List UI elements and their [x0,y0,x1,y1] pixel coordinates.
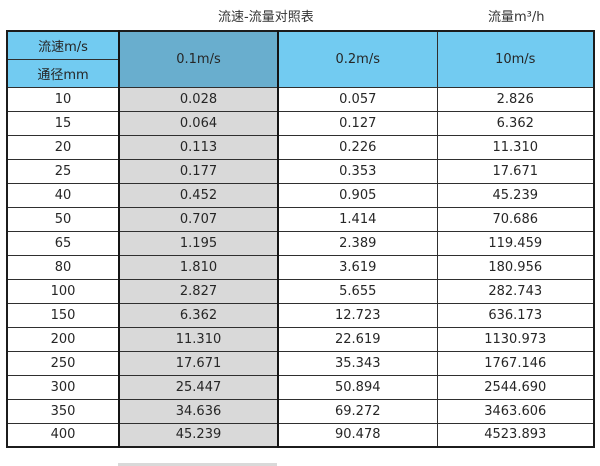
flow-value-cell: 11.310 [118,326,279,352]
table-row: 100 2.827 5.655 282.743 [6,278,595,304]
diameter-cell: 65 [6,230,120,256]
flow-value-cell: 2544.690 [436,374,595,400]
table-row: 20 0.113 0.226 11.310 [6,134,595,160]
flow-value-cell: 0.226 [277,134,438,160]
diameter-cell: 100 [6,278,120,304]
diameter-cell: 40 [6,182,120,208]
diameter-cell: 150 [6,302,120,328]
highlight-column-overhang [118,463,277,466]
flow-rate-table: 流速m/s 0.1m/s 0.2m/s 10m/s 通径mm 10 0.028 0.… [6,30,595,448]
flow-value-cell: 1.414 [277,206,438,232]
flow-unit-label: 流量m³/h [488,10,545,25]
table-row: 40 0.452 0.905 45.239 [6,182,595,208]
table-row: 400 45.239 90.478 4523.893 [6,422,595,448]
table-body: 10 0.028 0.057 2.826 15 0.064 0.127 6.362 20 0.11… [6,86,595,448]
flow-value-cell: 0.177 [118,158,279,184]
table-row: 15 0.064 0.127 6.362 [6,110,595,136]
flow-value-cell: 6.362 [436,110,595,136]
flow-value-cell: 4523.893 [436,422,595,448]
flow-value-cell: 5.655 [277,278,438,304]
table-row: 65 1.195 2.389 119.459 [6,230,595,256]
flow-value-cell: 35.343 [277,350,438,376]
flow-value-cell: 70.686 [436,206,595,232]
table-row: 80 1.810 3.619 180.956 [6,254,595,280]
flow-value-cell: 1767.146 [436,350,595,376]
flow-value-cell: 0.452 [118,182,279,208]
diameter-cell: 200 [6,326,120,352]
flow-value-cell: 636.173 [436,302,595,328]
flow-value-cell: 3463.606 [436,398,595,424]
table-row: 250 17.671 35.343 1767.146 [6,350,595,376]
table-row: 150 6.362 12.723 636.173 [6,302,595,328]
flow-value-cell: 17.671 [436,158,595,184]
diameter-cell: 350 [6,398,120,424]
table-row: 350 34.636 69.272 3463.606 [6,398,595,424]
header-row-velocity: 流速m/s 0.1m/s 0.2m/s 10m/s [6,30,595,88]
flow-value-cell: 2.389 [277,230,438,256]
corner-velocity-label: 流速m/s [6,30,120,60]
flow-value-cell: 0.707 [118,206,279,232]
flow-value-cell: 22.619 [277,326,438,352]
table-row: 10 0.028 0.057 2.826 [6,86,595,112]
flow-value-cell: 1.810 [118,254,279,280]
column-header-0-2ms: 0.2m/s [277,30,438,88]
flow-value-cell: 282.743 [436,278,595,304]
flow-value-cell: 90.478 [277,422,438,448]
flow-value-cell: 45.239 [436,182,595,208]
flow-value-cell: 0.113 [118,134,279,160]
table-row: 200 11.310 22.619 1130.973 [6,326,595,352]
flow-value-cell: 34.636 [118,398,279,424]
flow-value-cell: 180.956 [436,254,595,280]
table-row: 50 0.707 1.414 70.686 [6,206,595,232]
table-title: 流速-流量对照表 [218,10,314,25]
flow-value-cell: 0.057 [277,86,438,112]
column-header-0-1ms: 0.1m/s [118,30,279,88]
table-row: 25 0.177 0.353 17.671 [6,158,595,184]
column-header-10ms: 10m/s [436,30,595,88]
flow-value-cell: 2.826 [436,86,595,112]
flow-value-cell: 119.459 [436,230,595,256]
diameter-cell: 20 [6,134,120,160]
flow-value-cell: 45.239 [118,422,279,448]
diameter-cell: 300 [6,374,120,400]
flow-value-cell: 0.127 [277,110,438,136]
diameter-cell: 80 [6,254,120,280]
diameter-cell: 10 [6,86,120,112]
header-row-diameter: 通径mm [6,58,594,88]
flow-value-cell: 25.447 [118,374,279,400]
flow-value-cell: 11.310 [436,134,595,160]
table-row: 300 25.447 50.894 2544.690 [6,374,595,400]
flow-value-cell: 0.905 [277,182,438,208]
flow-value-cell: 0.064 [118,110,279,136]
diameter-cell: 250 [6,350,120,376]
diameter-cell: 25 [6,158,120,184]
flow-value-cell: 1.195 [118,230,279,256]
flow-value-cell: 12.723 [277,302,438,328]
diameter-cell: 15 [6,110,120,136]
diameter-cell: 50 [6,206,120,232]
flow-value-cell: 3.619 [277,254,438,280]
flow-value-cell: 1130.973 [436,326,595,352]
flow-value-cell: 69.272 [277,398,438,424]
diameter-cell: 400 [6,422,120,448]
corner-diameter-label: 通径mm [6,58,120,88]
flow-value-cell: 0.353 [277,158,438,184]
flow-value-cell: 2.827 [118,278,279,304]
flow-value-cell: 6.362 [118,302,279,328]
flow-value-cell: 17.671 [118,350,279,376]
flow-value-cell: 0.028 [118,86,279,112]
flow-value-cell: 50.894 [277,374,438,400]
table-header: 流速m/s 0.1m/s 0.2m/s 10m/s 通径mm [6,30,595,88]
